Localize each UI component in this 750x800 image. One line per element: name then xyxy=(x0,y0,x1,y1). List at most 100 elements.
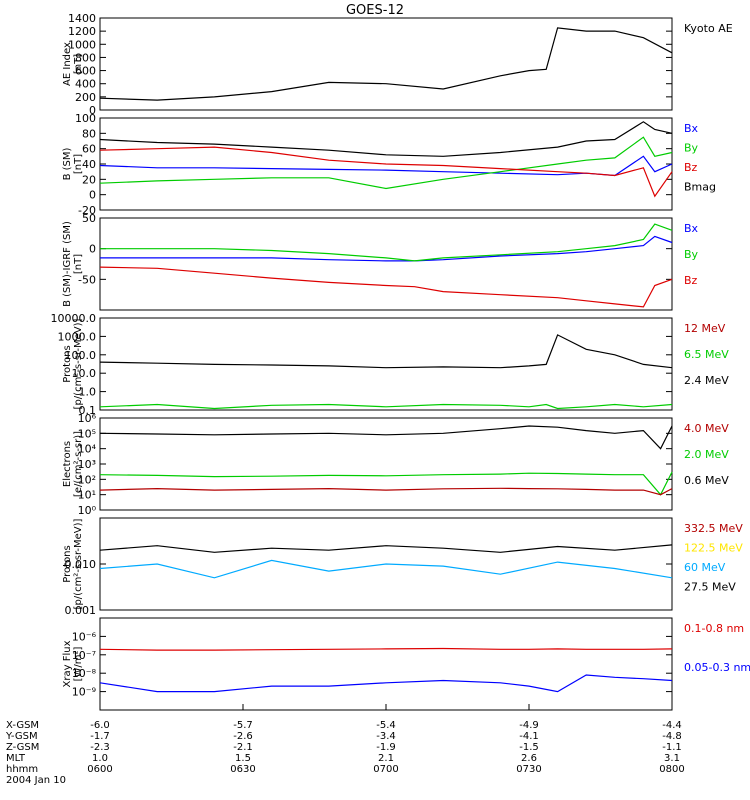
y-axis-label-line: Protons xyxy=(62,345,73,382)
y-tick-label: 10⁻⁹ xyxy=(72,686,96,699)
x-tick-label: -1.9 xyxy=(376,742,396,753)
x-tick-label: 0600 xyxy=(87,764,112,775)
series-line xyxy=(99,487,673,496)
y-tick-label: 10⁰ xyxy=(78,504,97,517)
y-axis-label-line: Protons xyxy=(62,545,73,582)
y-tick-label: 400 xyxy=(75,78,96,91)
y-axis-label: Electrons[e/(cm²-s-sr)] xyxy=(62,431,84,497)
y-tick-label: 1400 xyxy=(68,12,96,25)
series-line xyxy=(99,27,673,101)
y-tick-label: 0 xyxy=(89,243,96,256)
y-axis-label-line: AE Index xyxy=(62,42,73,86)
y-tick-label: 10000.0 xyxy=(51,312,97,325)
x-tick-label: -1.1 xyxy=(662,742,682,753)
legend-entry: 2.4 MeV xyxy=(684,374,729,387)
x-tick-label: 2.6 xyxy=(521,753,537,764)
x-tick-label: -6.0 xyxy=(90,720,110,731)
y-tick-label: 10⁶ xyxy=(78,412,97,425)
series-line xyxy=(99,544,673,553)
panel-2: -20 0 20 40 60 80 100 B (SM)[nT] Bx By Bz Bmag xyxy=(62,112,716,217)
y-tick-label: 40 xyxy=(82,158,96,171)
series-line xyxy=(99,471,673,496)
x-tick-label: -2.6 xyxy=(233,731,253,742)
y-tick-label: 10.0 xyxy=(72,367,97,380)
y-tick-label: 10² xyxy=(78,473,96,486)
legend-entry: 27.5 MeV xyxy=(684,581,736,594)
y-tick-label: 600 xyxy=(75,65,96,78)
series-line xyxy=(99,647,673,651)
y-tick-label: 0 xyxy=(89,189,96,202)
panel-4: 0.11.010.0100.01000.010000.0Protons[p/(c… xyxy=(51,312,730,417)
x-tick-label: -3.4 xyxy=(376,731,396,742)
y-tick-label: -20 xyxy=(78,204,96,217)
legend-entry: 0.6 MeV xyxy=(684,474,729,487)
y-axis-label: AE Index[nT] xyxy=(62,42,84,86)
y-tick-label: 1000.0 xyxy=(58,330,97,343)
x-axis-row-label: Y-GSM xyxy=(5,731,38,742)
legend-entry: Kyoto AE xyxy=(684,22,733,35)
legend-entry: By xyxy=(684,248,699,261)
panel-5: 10⁰ 10¹ 10² 10³ 10⁴ 10⁵ 10⁶ Electrons[e/(cm²-s-… xyxy=(62,412,729,517)
x-tick-label: 1.5 xyxy=(235,753,251,764)
x-tick-label: 0630 xyxy=(230,764,255,775)
legend-entry: Bz xyxy=(684,274,698,287)
y-axis-label-line: [p/(cm²-s-sr-MeV)] xyxy=(73,518,84,609)
series-line xyxy=(99,146,673,198)
y-axis-label-line: [nT] xyxy=(73,254,84,274)
y-axis-label: B (SM)-IGRF (SM)[nT] xyxy=(62,221,84,307)
x-tick-label: -4.1 xyxy=(519,731,539,742)
y-tick-label: -50 xyxy=(78,273,96,286)
y-tick-label: 10⁻⁸ xyxy=(72,667,97,680)
series-line xyxy=(100,235,673,262)
x-tick-label: -4.9 xyxy=(519,720,539,731)
y-tick-label: 10³ xyxy=(78,458,96,471)
panel-frame xyxy=(99,317,673,411)
y-tick-label: 10⁵ xyxy=(78,427,96,440)
y-tick-label: 10⁻⁷ xyxy=(72,649,96,662)
legend-entry: 122.5 MeV xyxy=(684,542,743,555)
series-line xyxy=(99,155,673,177)
y-tick-label: 10⁻⁶ xyxy=(72,630,97,643)
x-axis-date: 2004 Jan 10 xyxy=(6,775,66,786)
legend-entry: 4.0 MeV xyxy=(684,422,729,435)
legend-entry: Bz xyxy=(684,161,698,174)
x-tick-label: -5.4 xyxy=(376,720,396,731)
legend-entry: By xyxy=(684,142,699,155)
x-tick-label: -2.1 xyxy=(233,742,253,753)
legend-entry: Bx xyxy=(684,122,699,135)
x-tick-label: 0800 xyxy=(659,764,684,775)
legend-entry: Bx xyxy=(684,222,699,235)
legend-entry: 60 MeV xyxy=(684,561,726,574)
y-axis-label: Protons[p/(cm²-s-sr-MeV)] xyxy=(62,318,84,409)
y-tick-label: 10⁴ xyxy=(78,443,97,456)
y-tick-label: 100 xyxy=(75,112,96,125)
legend-entry: 0.1-0.8 nm xyxy=(684,622,744,635)
x-tick-label: 3.1 xyxy=(664,753,680,764)
x-tick-label: -4.4 xyxy=(662,720,682,731)
y-tick-label: 200 xyxy=(75,91,96,104)
y-axis-label: B (SM)[nT] xyxy=(62,147,84,180)
y-axis-label-line: B (SM)-IGRF (SM) xyxy=(62,221,73,307)
y-tick-label: 10¹ xyxy=(78,489,96,502)
series-line xyxy=(99,425,673,450)
x-tick-label: -5.7 xyxy=(233,720,253,731)
y-tick-label: 0.010 xyxy=(65,558,97,571)
series-line xyxy=(99,674,673,693)
y-tick-label: 60 xyxy=(82,143,96,156)
panel-frame xyxy=(99,417,673,511)
series-line xyxy=(99,334,673,369)
y-axis-label: Xray Flux[W/m²] xyxy=(62,640,84,687)
y-axis-label-line: [nT] xyxy=(73,54,84,74)
x-tick-label: -2.3 xyxy=(90,742,110,753)
y-tick-label: 80 xyxy=(82,127,96,140)
x-tick-label: 0730 xyxy=(516,764,541,775)
series-line xyxy=(99,403,673,410)
y-axis-label: Protons[p/(cm²-s-sr-MeV)] xyxy=(62,518,84,609)
x-tick-label: 2.1 xyxy=(378,753,394,764)
